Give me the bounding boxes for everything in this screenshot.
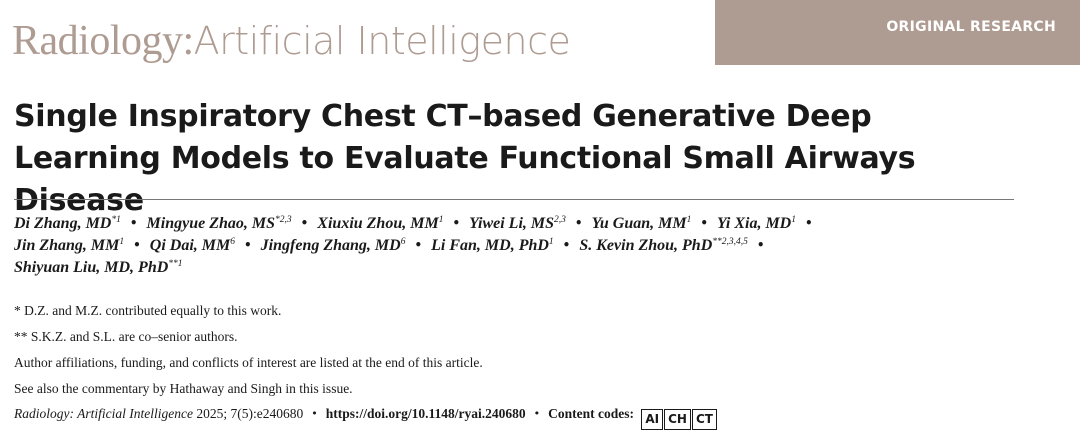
journal-name-main: Radiology bbox=[12, 18, 183, 64]
note-equal-contribution: * D.Z. and M.Z. contributed equally to t… bbox=[14, 303, 282, 318]
author-affiliation: 2,3 bbox=[554, 215, 566, 225]
author: Li Fan, MD, PhD1 bbox=[431, 237, 554, 254]
journal-name-colon: : bbox=[182, 18, 195, 64]
note-commentary: See also the commentary by Hathaway and … bbox=[14, 381, 353, 396]
author-name: S. Kevin Zhou, PhD bbox=[579, 237, 713, 254]
author-name: Jin Zhang, MM bbox=[14, 237, 120, 254]
author: Yu Guan, MM1 bbox=[592, 215, 692, 232]
author: Jingfeng Zhang, MD6 bbox=[261, 237, 406, 254]
author-notes: * D.Z. and M.Z. contributed equally to t… bbox=[14, 298, 1014, 402]
author-name: Di Zhang, MD bbox=[14, 215, 112, 232]
author-separator: • bbox=[804, 216, 813, 230]
author-affiliation: 1 bbox=[791, 215, 796, 225]
doi-link[interactable]: https://doi.org/10.1148/ryai.240680 bbox=[325, 406, 526, 421]
citation-separator: • bbox=[533, 407, 541, 420]
author: Qi Dai, MM6 bbox=[150, 237, 235, 254]
author-name: Li Fan, MD, PhD bbox=[431, 237, 549, 254]
author-separator: • bbox=[129, 216, 138, 230]
author-affiliation: *1 bbox=[111, 215, 121, 225]
author: Shiyuan Liu, MD, PhD**1 bbox=[14, 259, 183, 276]
content-code-ch[interactable]: CH bbox=[664, 409, 691, 430]
article-title: Single Inspiratory Chest CT–based Genera… bbox=[14, 99, 916, 218]
author-separator: • bbox=[244, 238, 252, 252]
content-codes-label: Content codes: bbox=[548, 406, 634, 421]
author-affiliation: **1 bbox=[168, 259, 183, 269]
author: Yiwei Li, MS2,3 bbox=[469, 215, 566, 232]
author: S. Kevin Zhou, PhD**2,3,4,5 bbox=[579, 237, 748, 254]
journal-logo: Radiology:Artificial Intelligence bbox=[12, 10, 571, 71]
author: Jin Zhang, MM1 bbox=[14, 237, 124, 254]
citation-details: 2025; 7(5):e240680 bbox=[192, 406, 304, 421]
citation-line: Radiology: Artificial Intelligence 2025;… bbox=[14, 403, 1074, 430]
author: Xiuxiu Zhou, MM1 bbox=[317, 215, 443, 232]
author: Di Zhang, MD*1 bbox=[14, 215, 121, 232]
author-name: Qi Dai, MM bbox=[149, 237, 231, 254]
author-separator: • bbox=[562, 238, 571, 252]
author-name: Yiwei Li, MS bbox=[469, 215, 555, 232]
content-code-ai[interactable]: AI bbox=[641, 409, 664, 430]
author-affiliation: 6 bbox=[400, 237, 406, 247]
article-type-label: ORIGINAL RESEARCH bbox=[886, 19, 1056, 35]
author-affiliation: 1 bbox=[119, 237, 125, 247]
content-code-ct[interactable]: CT bbox=[691, 409, 717, 430]
author-name: Mingyue Zhao, MS bbox=[146, 215, 275, 232]
author-separator: • bbox=[300, 216, 309, 230]
author-separator: • bbox=[414, 238, 423, 252]
author-name: Shiyuan Liu, MD, PhD bbox=[14, 259, 169, 276]
content-codes: AI CH CT bbox=[641, 408, 718, 430]
note-co-senior-authors: ** S.K.Z. and S.L. are co–senior authors… bbox=[14, 329, 238, 344]
journal-name-sub: Artificial Intelligence bbox=[193, 19, 571, 63]
author-affiliation: 1 bbox=[548, 237, 554, 247]
author-separator: • bbox=[574, 216, 583, 230]
author: Yi Xia, MD1 bbox=[717, 215, 796, 232]
author-affiliation: 1 bbox=[686, 215, 692, 225]
note-affiliations: Author affiliations, funding, and confli… bbox=[14, 355, 483, 370]
title-divider bbox=[14, 199, 1014, 200]
author-name: Yi Xia, MD bbox=[717, 215, 792, 232]
author-separator: • bbox=[133, 238, 141, 252]
article-type-banner: ORIGINAL RESEARCH bbox=[715, 0, 1080, 65]
author-name: Yu Guan, MM bbox=[591, 215, 687, 232]
author-separator: • bbox=[700, 216, 708, 230]
author-name: Jingfeng Zhang, MD bbox=[260, 237, 401, 254]
author-affiliation: **2,3,4,5 bbox=[712, 237, 748, 247]
author: Mingyue Zhao, MS*2,3 bbox=[147, 215, 292, 232]
author-separator: • bbox=[756, 238, 765, 252]
author-list: Di Zhang, MD*1 • Mingyue Zhao, MS*2,3 • Xiux… bbox=[14, 213, 1024, 279]
citation-separator: • bbox=[311, 407, 318, 420]
author-affiliation: 1 bbox=[438, 215, 444, 225]
author-name: Xiuxiu Zhou, MM bbox=[317, 215, 439, 232]
citation-journal: Radiology: Artificial Intelligence bbox=[14, 406, 193, 421]
author-affiliation: 6 bbox=[230, 237, 235, 247]
author-separator: • bbox=[452, 216, 461, 230]
author-affiliation: *2,3 bbox=[275, 215, 292, 225]
